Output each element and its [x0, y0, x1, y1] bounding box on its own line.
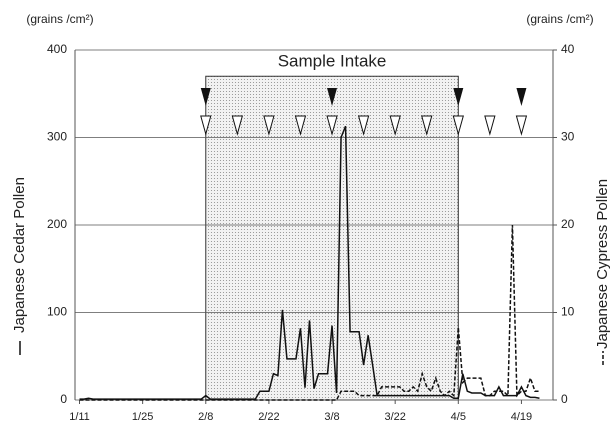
x-tick-label: 1/11	[69, 411, 90, 423]
y-unit: (grains /cm²)	[26, 12, 93, 26]
filled-arrow	[453, 88, 464, 106]
open-arrow	[357, 115, 370, 136]
x-tick-label: 4/5	[451, 411, 466, 423]
filled-arrow	[327, 88, 338, 106]
open-arrow	[452, 115, 464, 136]
y-tick-label: 300	[47, 130, 67, 144]
y-label-group: Japanese Cedar Pollen	[11, 177, 28, 355]
y-axis-title: Japanese Cedar Pollen	[11, 177, 28, 333]
open-arrow	[263, 115, 275, 136]
annotation: Sample Intake	[278, 52, 387, 71]
filled-arrow	[200, 88, 211, 106]
y2-axis-title: Japanese Cypress Pollen	[594, 179, 611, 349]
y2-tick-label: 30	[561, 130, 575, 144]
y2-label-group: Japanese Cypress Pollen	[594, 179, 611, 365]
y2-tick-label: 0	[561, 392, 568, 406]
y2-tick-label: 10	[561, 305, 575, 319]
open-arrow	[326, 115, 338, 136]
y-tick-label: 400	[47, 42, 67, 56]
open-arrow	[389, 115, 401, 136]
open-arrow	[231, 115, 243, 136]
y2-unit: (grains /cm²)	[526, 12, 593, 26]
x-tick-label: 1/25	[132, 411, 153, 423]
x-tick-label: 2/22	[258, 411, 279, 423]
open-arrow	[484, 115, 496, 136]
x-tick-label: 4/19	[511, 411, 532, 423]
y2-tick-label: 40	[561, 42, 575, 56]
open-arrow	[294, 115, 307, 136]
y2-tick-label: 20	[561, 217, 575, 231]
series-line	[79, 224, 540, 401]
x-tick-label: 3/22	[384, 411, 405, 423]
y-tick-label: 100	[47, 305, 67, 319]
open-arrow	[200, 115, 212, 136]
open-arrow	[515, 115, 528, 136]
x-tick-label: 2/8	[198, 411, 213, 423]
y-tick-label: 0	[60, 392, 67, 406]
y-tick-label: 200	[47, 217, 67, 231]
open-arrow	[421, 115, 433, 136]
filled-arrow	[516, 88, 527, 106]
x-tick-label: 3/8	[324, 411, 339, 423]
